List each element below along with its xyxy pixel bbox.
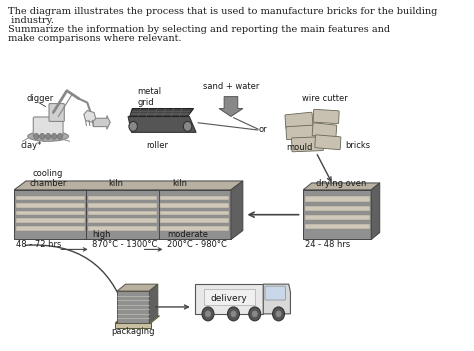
Circle shape xyxy=(46,133,51,139)
Bar xyxy=(305,215,370,220)
Polygon shape xyxy=(84,111,96,122)
Polygon shape xyxy=(130,108,193,117)
Circle shape xyxy=(249,307,261,321)
Bar xyxy=(160,211,229,216)
Bar xyxy=(195,284,263,314)
Text: make comparisons where relevant.: make comparisons where relevant. xyxy=(8,34,182,43)
Text: 24 - 48 hrs: 24 - 48 hrs xyxy=(305,240,350,250)
Bar xyxy=(305,206,370,211)
Bar xyxy=(16,226,85,231)
Text: delivery: delivery xyxy=(211,293,247,303)
Text: kiln: kiln xyxy=(173,179,187,188)
Circle shape xyxy=(57,133,63,139)
FancyBboxPatch shape xyxy=(286,125,315,140)
Polygon shape xyxy=(371,183,380,239)
Bar xyxy=(88,218,157,223)
Bar xyxy=(160,226,229,231)
FancyBboxPatch shape xyxy=(33,117,63,136)
Bar xyxy=(16,218,85,223)
Text: sand + water: sand + water xyxy=(203,82,259,91)
Text: bricks: bricks xyxy=(346,141,371,150)
Bar xyxy=(160,196,229,200)
Text: mould: mould xyxy=(286,143,312,152)
Bar xyxy=(305,224,370,229)
Polygon shape xyxy=(93,115,110,130)
Polygon shape xyxy=(117,284,158,291)
FancyBboxPatch shape xyxy=(315,135,341,150)
Text: kiln: kiln xyxy=(109,179,124,188)
Circle shape xyxy=(183,121,192,131)
FancyBboxPatch shape xyxy=(285,112,313,129)
Bar xyxy=(16,196,85,200)
Circle shape xyxy=(129,121,137,131)
Text: packaging: packaging xyxy=(111,327,155,336)
Text: wire cutter: wire cutter xyxy=(301,94,347,102)
Bar xyxy=(16,211,85,216)
Text: The diagram illustrates the process that is used to manufacture bricks for the b: The diagram illustrates the process that… xyxy=(8,7,438,16)
Bar xyxy=(115,323,151,328)
FancyBboxPatch shape xyxy=(265,286,285,300)
Polygon shape xyxy=(263,284,291,314)
Circle shape xyxy=(34,133,39,139)
Circle shape xyxy=(252,311,257,317)
Polygon shape xyxy=(149,284,158,323)
Bar xyxy=(88,211,157,216)
Text: metal
grid: metal grid xyxy=(137,87,162,107)
Circle shape xyxy=(231,311,236,317)
FancyBboxPatch shape xyxy=(49,104,64,121)
Bar xyxy=(117,291,149,323)
Bar xyxy=(204,289,255,305)
Text: or: or xyxy=(258,125,267,134)
Text: digger: digger xyxy=(27,94,54,102)
Text: Summarize the information by selecting and reporting the main features and: Summarize the information by selecting a… xyxy=(8,25,390,34)
Bar xyxy=(88,203,157,208)
Polygon shape xyxy=(231,181,243,239)
Bar xyxy=(14,190,231,239)
Circle shape xyxy=(273,307,284,321)
Text: 48 - 72 hrs: 48 - 72 hrs xyxy=(16,240,61,250)
Bar xyxy=(305,197,370,202)
Circle shape xyxy=(205,311,210,317)
Text: industry.: industry. xyxy=(8,16,54,25)
Polygon shape xyxy=(219,97,243,117)
Text: clay*: clay* xyxy=(20,141,41,150)
Text: roller: roller xyxy=(146,141,168,150)
Circle shape xyxy=(228,307,239,321)
FancyBboxPatch shape xyxy=(312,123,337,138)
Bar xyxy=(303,190,371,239)
FancyBboxPatch shape xyxy=(292,137,323,152)
Circle shape xyxy=(52,133,57,139)
Bar xyxy=(160,203,229,208)
Bar xyxy=(88,196,157,200)
Circle shape xyxy=(40,133,45,139)
Bar xyxy=(16,203,85,208)
Circle shape xyxy=(202,307,214,321)
Polygon shape xyxy=(115,316,160,323)
Polygon shape xyxy=(303,183,380,190)
Text: high
870°C - 1300°C: high 870°C - 1300°C xyxy=(92,230,158,250)
Text: drying oven: drying oven xyxy=(316,179,367,188)
Polygon shape xyxy=(128,117,196,132)
Text: cooling
chamber: cooling chamber xyxy=(29,168,67,188)
Bar xyxy=(88,226,157,231)
Bar xyxy=(160,218,229,223)
Ellipse shape xyxy=(28,131,69,141)
Circle shape xyxy=(276,311,281,317)
FancyBboxPatch shape xyxy=(313,109,339,124)
Text: moderate
200°C - 980°C: moderate 200°C - 980°C xyxy=(167,230,227,250)
Polygon shape xyxy=(14,181,243,190)
